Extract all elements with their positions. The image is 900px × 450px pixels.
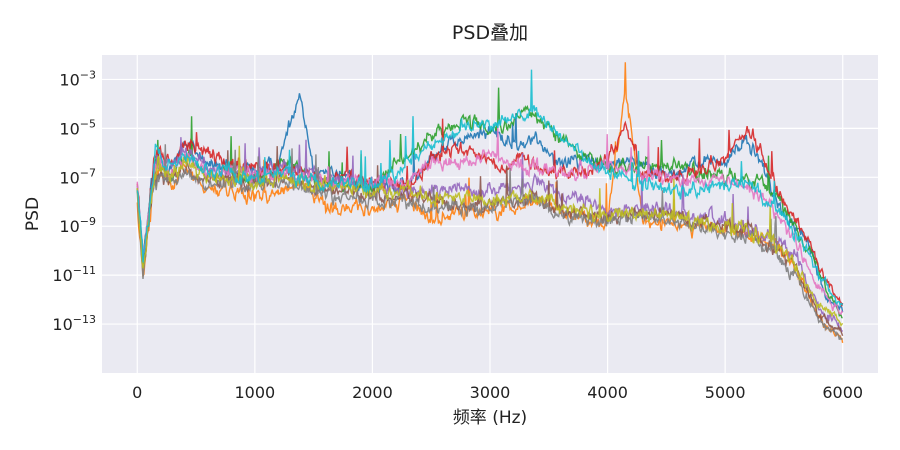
x-tick-label: 5000 [705,383,746,402]
x-tick-labels: 0 1000 2000 3000 4000 5000 6000 [132,383,863,402]
series-lines [136,62,844,344]
y-axis-label: PSD [23,197,43,231]
y-tick-label: 10−11 [52,264,96,285]
x-tick-label: 6000 [822,383,863,402]
x-tick-label: 1000 [234,383,275,402]
x-tick-label: 4000 [587,383,628,402]
series-line-4 [136,118,844,307]
y-tick-label: 10−7 [59,166,96,187]
x-tick-label: 3000 [470,383,511,402]
y-tick-labels: 10−3 10−5 10−7 10−9 10−11 10−13 [52,68,96,334]
y-tick-label: 10−3 [59,68,96,89]
y-tick-label: 10−13 [52,313,96,334]
series-line-7 [136,126,844,316]
series-line-10 [136,69,844,307]
y-tick-label: 10−5 [59,117,96,138]
x-tick-label: 0 [132,383,142,402]
y-tick-label: 10−9 [59,215,96,236]
series-line-9 [136,145,844,327]
series-line-2 [136,62,844,344]
chart-title: PSD叠加 [452,22,528,44]
x-axis-label: 频率 (Hz) [453,408,527,428]
x-tick-label: 2000 [352,383,393,402]
